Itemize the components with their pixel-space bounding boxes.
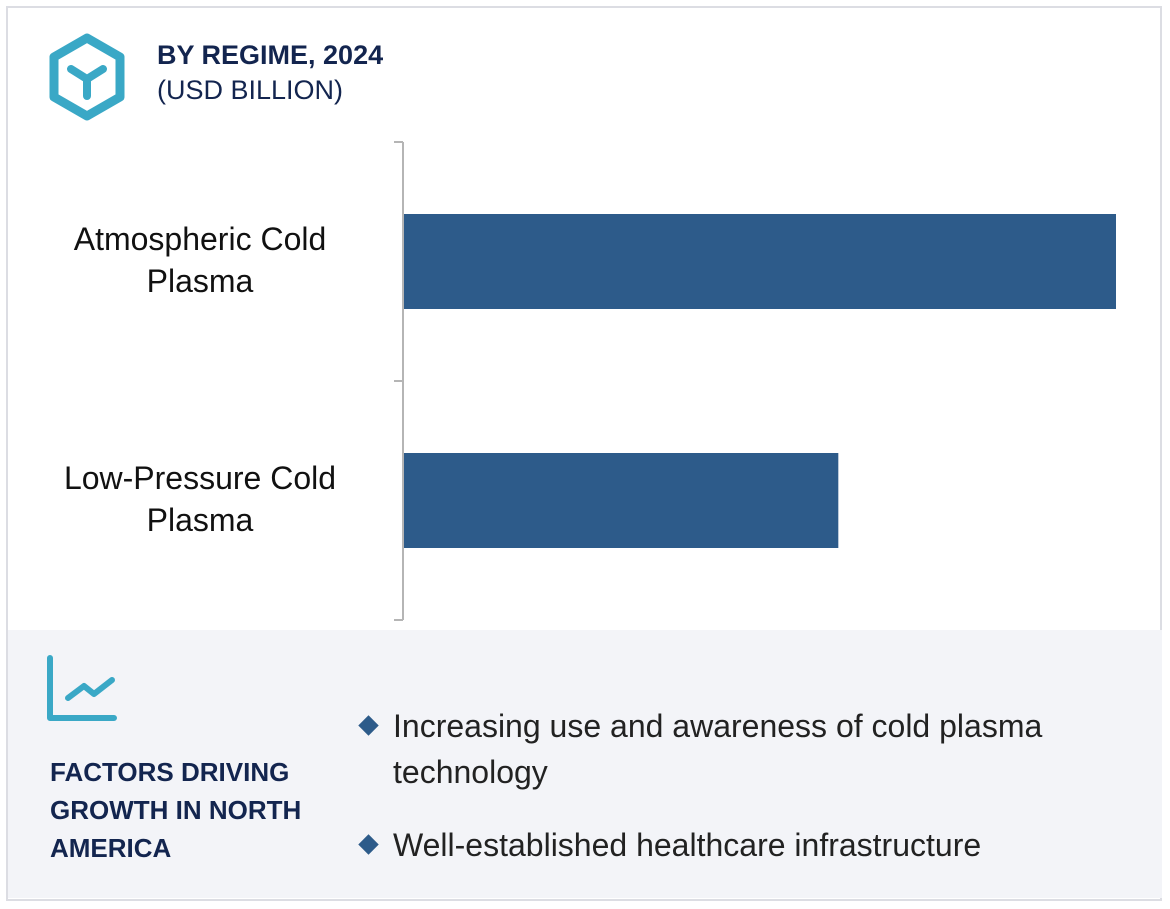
factor-item: Well-established healthcare infrastructu… (358, 822, 1140, 868)
factors-heading: FACTORS DRIVING GROWTH IN NORTH AMERICA (50, 757, 302, 863)
category-label: Atmospheric Cold Plasma (73, 221, 327, 299)
bar-2 (404, 453, 839, 548)
factor-item: Increasing use and awareness of cold pla… (358, 703, 1140, 795)
chart-unit: (USD BILLION) (157, 75, 344, 105)
bar-chart (394, 141, 1116, 621)
trend-chart-icon (47, 655, 117, 721)
hexagon-cube-icon (49, 33, 125, 121)
chart-title: BY REGIME, 2024 (157, 40, 384, 70)
bar-1 (404, 214, 1116, 309)
card-frame (6, 6, 1162, 901)
category-label: Low-Pressure Cold Plasma (63, 460, 337, 538)
factors-panel (8, 630, 1162, 898)
